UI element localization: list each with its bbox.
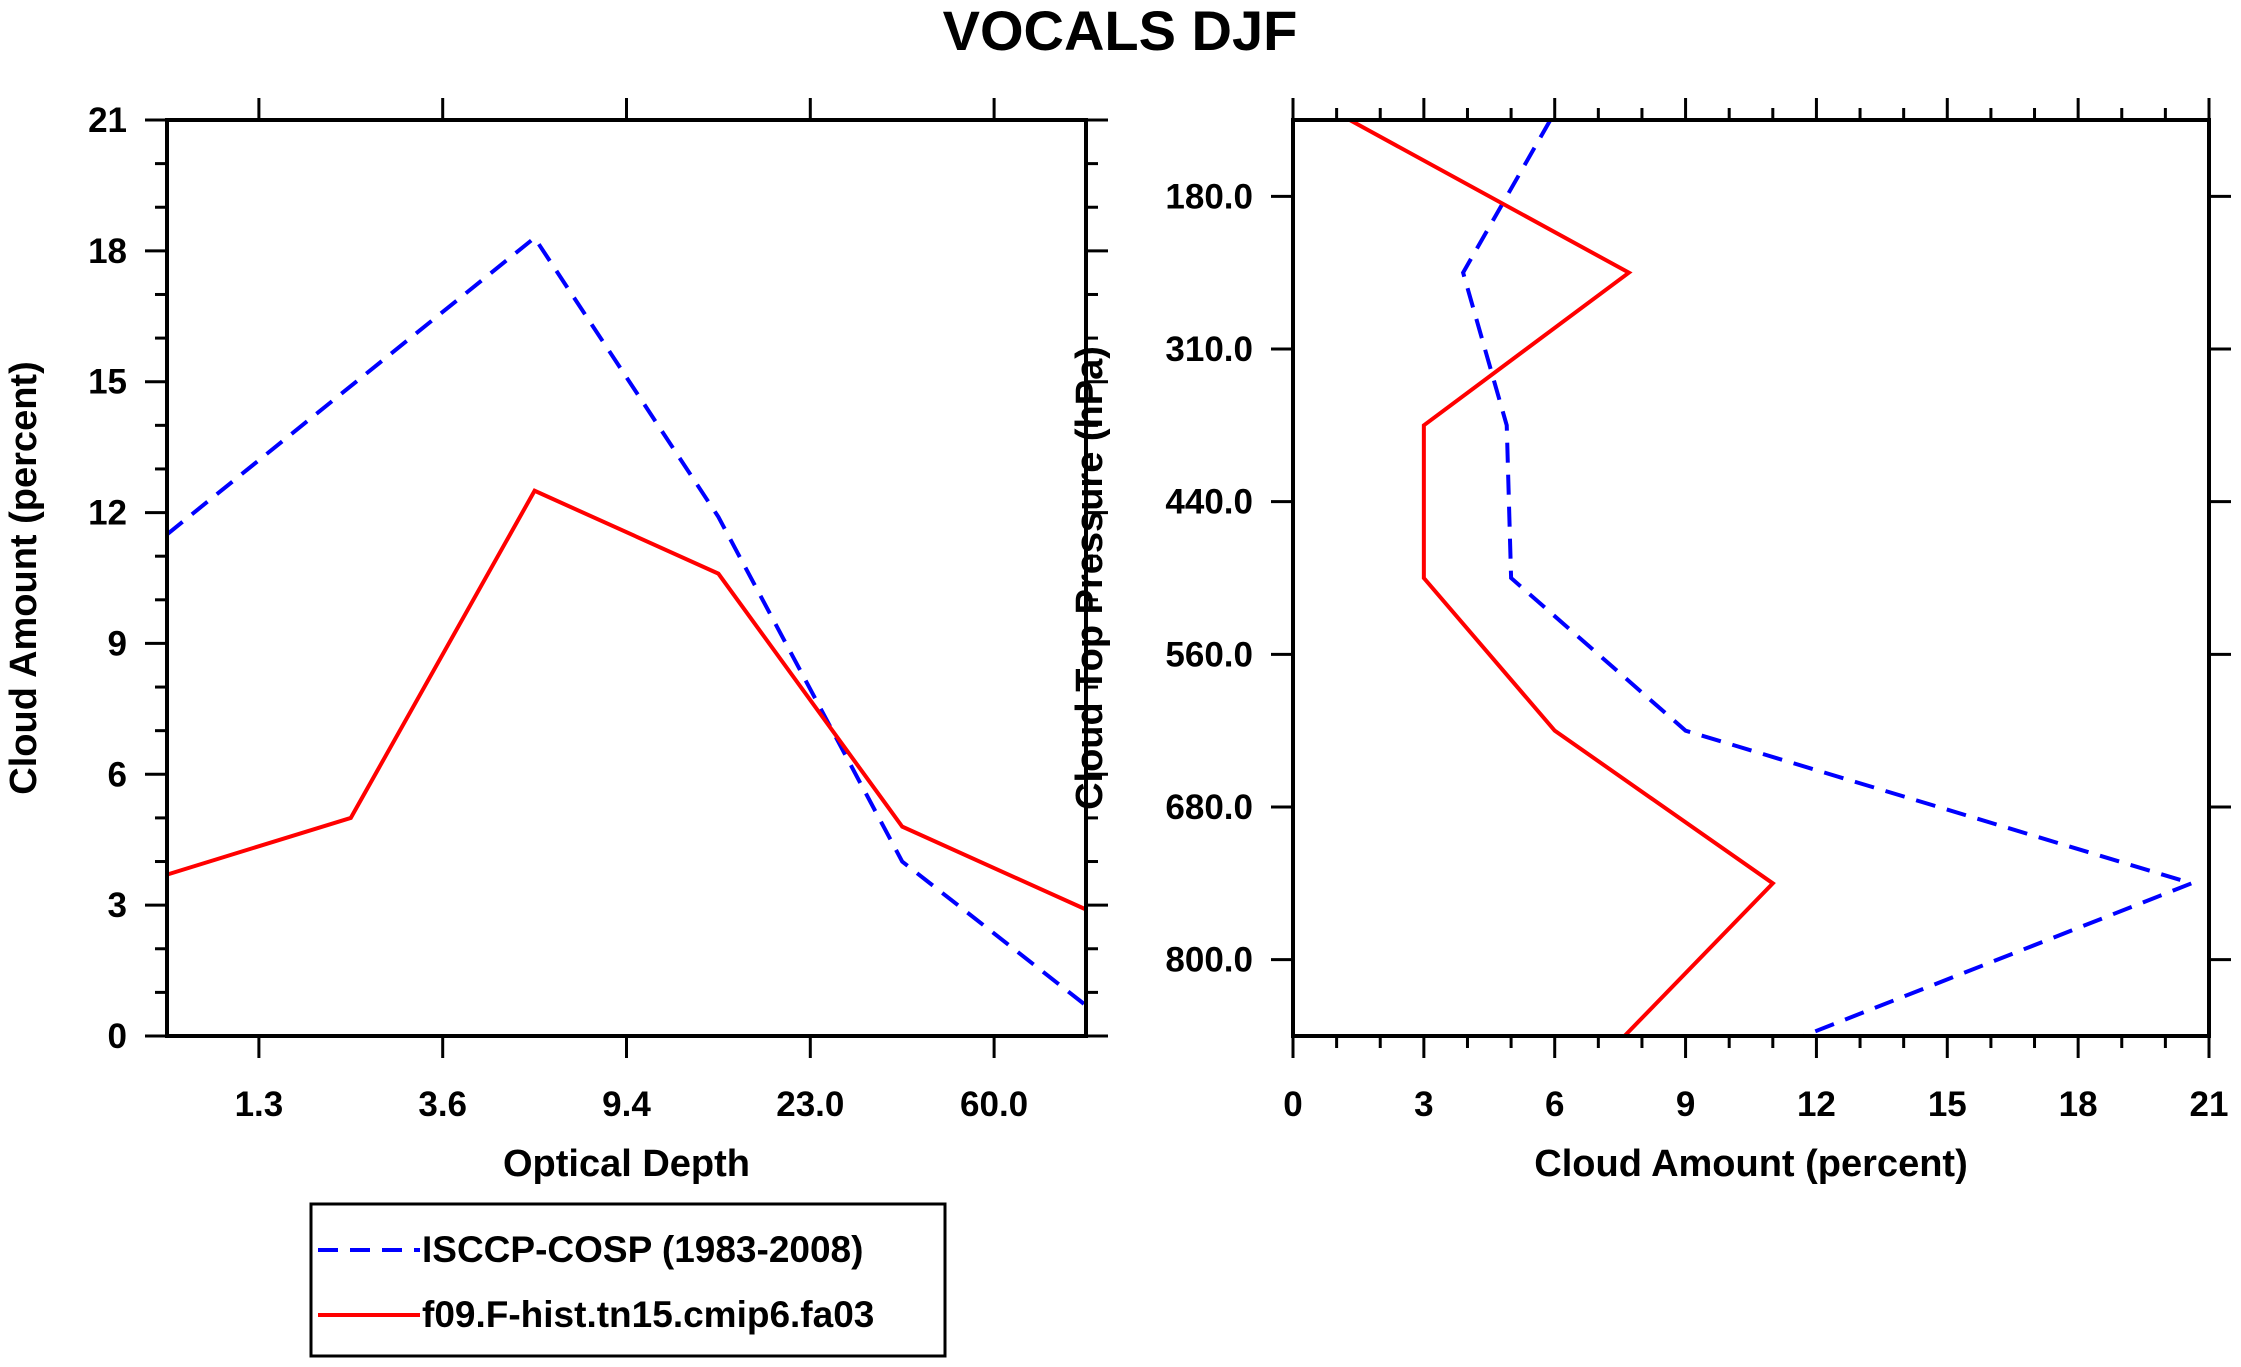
y-tick-label: 560.0 — [1165, 635, 1253, 674]
x-tick-label: 1.3 — [235, 1085, 284, 1124]
y-tick-label: 6 — [108, 755, 127, 794]
y-axis-title: Cloud Amount (percent) — [3, 361, 45, 794]
y-tick-label: 15 — [88, 363, 127, 402]
x-tick-label: 6 — [1545, 1085, 1564, 1124]
legend-label-obs: ISCCP-COSP (1983-2008) — [422, 1229, 863, 1270]
x-axis-title: Cloud Amount (percent) — [1534, 1143, 1967, 1185]
x-tick-label: 3 — [1414, 1085, 1433, 1124]
x-axis-title: Optical Depth — [503, 1143, 750, 1185]
legend-label-model: f09.F-hist.tn15.cmip6.fa03 — [422, 1294, 874, 1335]
y-tick-label: 440.0 — [1165, 483, 1253, 522]
series-line-model — [1348, 118, 1776, 1038]
y-tick-label: 0 — [108, 1017, 127, 1056]
y-tick-label: 18 — [88, 232, 127, 271]
plot-frame — [165, 118, 1088, 1038]
legend-box — [309, 1202, 947, 1358]
pressure-profile-plot: 0 3 6 9 12 15 18 21 180.0 310.0 440.0 560.0 680.0 800… — [1069, 98, 2231, 1185]
x-tick-label: 0 — [1283, 1085, 1302, 1124]
x-tick-label: 23.0 — [776, 1085, 844, 1124]
x-tick-label: 18 — [2059, 1085, 2098, 1124]
y-tick-label: 180.0 — [1165, 177, 1253, 216]
x-tick-label: 15 — [1928, 1085, 1967, 1124]
y-tick-label: 21 — [88, 101, 127, 140]
y-tick-label: 310.0 — [1165, 330, 1253, 369]
legend: ISCCP-COSP (1983-2008) f09.F-hist.tn15.c… — [309, 1202, 947, 1358]
y-tick-label: 9 — [108, 624, 127, 663]
y-tick-label: 800.0 — [1165, 941, 1253, 980]
x-tick-label: 9.4 — [602, 1085, 651, 1124]
x-tick-label: 9 — [1676, 1085, 1695, 1124]
y-tick-label: 3 — [108, 886, 127, 925]
series-line-obs — [165, 234, 1088, 1008]
x-tick-label: 21 — [2190, 1085, 2229, 1124]
x-tick-label: 12 — [1797, 1085, 1836, 1124]
y-tick-label: 680.0 — [1165, 788, 1253, 827]
y-tick-label: 12 — [88, 494, 127, 533]
x-tick-label: 60.0 — [960, 1085, 1028, 1124]
optical-depth-plot: 0 3 6 9 12 15 18 21 1.3 3.6 9.4 23.0 60.0 Optical Dep… — [3, 98, 1108, 1185]
plot-frame — [1291, 118, 2211, 1038]
chart-title: VOCALS DJF — [943, 0, 1298, 62]
y-axis-title: Cloud Top Pressure (hPa) — [1069, 346, 1111, 810]
x-tick-label: 3.6 — [418, 1085, 467, 1124]
series-line-obs — [1460, 119, 2198, 1038]
series-line-model — [166, 488, 1087, 912]
